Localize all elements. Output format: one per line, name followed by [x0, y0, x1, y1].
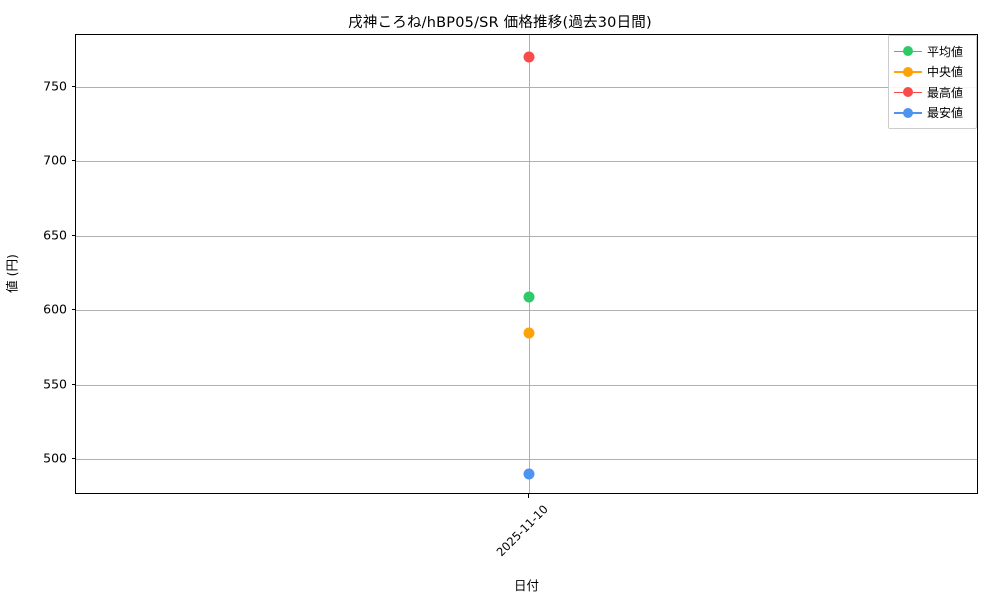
x-tick-mark [527, 494, 529, 498]
data-point-max [523, 51, 534, 63]
y-tick-label: 500 [43, 450, 67, 466]
y-tick-mark [71, 309, 75, 311]
legend-label: 平均値 [927, 44, 964, 59]
y-tick-label: 700 [43, 152, 67, 168]
gridline-y-500 [76, 459, 977, 461]
y-tick-label: 550 [43, 376, 67, 392]
gridline-x-2025-11-10 [528, 35, 530, 493]
legend-label: 中央値 [927, 65, 964, 80]
data-point-median [523, 327, 534, 339]
legend-item-max[interactable]: 最高値 [894, 82, 970, 103]
legend-marker-max-icon [894, 86, 922, 98]
y-tick-mark [71, 383, 75, 385]
legend-item-min[interactable]: 最安値 [894, 103, 970, 124]
legend-label: 最安値 [927, 106, 964, 121]
y-tick-label: 600 [43, 301, 67, 317]
gridline-y-650 [76, 235, 977, 237]
legend: 平均値 中央値 最高値 最安値 [888, 35, 977, 129]
y-axis-tick-labels: 750 700 650 600 550 500 [27, 34, 67, 494]
legend-marker-average-icon [894, 45, 922, 57]
gridline-y-700 [76, 161, 977, 162]
plot-area [75, 34, 978, 494]
legend-item-average[interactable]: 平均値 [894, 41, 970, 62]
x-axis-title: 日付 [513, 578, 539, 593]
legend-marker-min-icon [894, 107, 922, 119]
y-tick-mark [71, 234, 75, 236]
gridline-y-600 [76, 310, 977, 312]
y-tick-mark [71, 458, 75, 460]
legend-marker-median-icon [894, 66, 922, 78]
y-tick-mark [71, 85, 75, 87]
gridline-y-750 [76, 86, 977, 88]
legend-label: 最高値 [927, 85, 964, 100]
legend-item-median[interactable]: 中央値 [894, 62, 970, 83]
data-point-min [523, 468, 534, 480]
y-axis-title: 値 (円) [4, 254, 20, 293]
y-tick-label: 750 [43, 78, 67, 93]
x-tick-label: 2025-11-10 [493, 502, 551, 560]
gridline-y-550 [76, 384, 977, 386]
y-tick-label: 650 [43, 227, 67, 243]
data-point-average [523, 291, 534, 303]
chart-title: 戌神ころね/hBP05/SR 価格推移(過去30日間) [348, 15, 652, 31]
y-tick-mark [71, 160, 75, 162]
